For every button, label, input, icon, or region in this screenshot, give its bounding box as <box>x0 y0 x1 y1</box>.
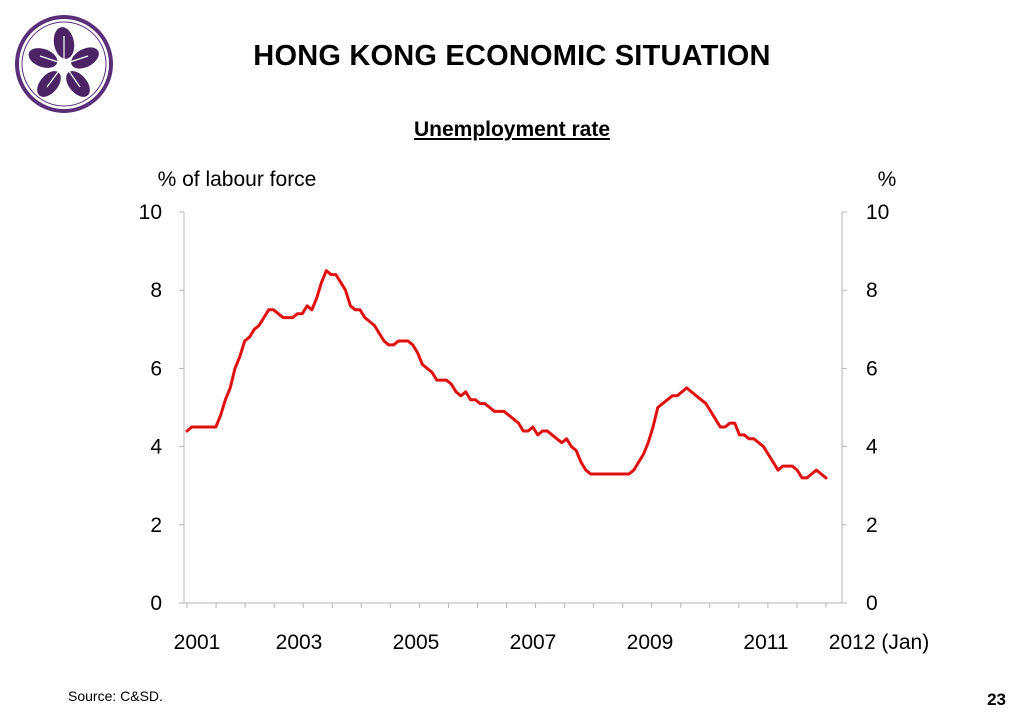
right-axis-label: % <box>878 168 897 191</box>
bauhinia-logo-icon <box>15 15 113 113</box>
source-note: Source: C&SD. <box>68 688 163 704</box>
x-tick-label: 2012 (Jan) <box>829 631 929 654</box>
right-y-tick-label: 10 <box>866 201 889 224</box>
x-tick-label: 2011 <box>743 631 788 654</box>
left-axis-label: % of labour force <box>158 168 317 191</box>
unemployment-chart: % of labour force % 0 0 2 2 4 4 6 6 8 8 10 10 2001 20… <box>139 168 930 654</box>
left-y-tick-label: 10 <box>139 201 162 224</box>
x-tick-label: 2009 <box>627 631 674 654</box>
page-title: HONG KONG ECONOMIC SITUATION <box>253 40 771 72</box>
left-y-tick-label: 8 <box>150 279 162 302</box>
left-y-tick-label: 2 <box>150 514 162 537</box>
unemployment-rate-line <box>185 269 828 480</box>
x-tick-label: 2007 <box>510 631 557 654</box>
x-tick-label: 2005 <box>393 631 440 654</box>
x-tick-label: 2003 <box>276 631 323 654</box>
left-y-tick-label: 4 <box>150 436 162 459</box>
right-y-tick-label: 0 <box>866 592 878 615</box>
right-y-tick-label: 2 <box>866 514 878 537</box>
page-number: 23 <box>987 690 1006 709</box>
right-y-tick-label: 6 <box>866 357 878 380</box>
left-y-tick-label: 0 <box>150 592 162 615</box>
right-y-tick-label: 8 <box>866 279 878 302</box>
right-y-tick-label: 4 <box>866 436 878 459</box>
left-y-tick-label: 6 <box>150 357 162 380</box>
x-tick-label: 2001 <box>174 631 221 654</box>
chart-title: Unemployment rate <box>413 118 611 141</box>
